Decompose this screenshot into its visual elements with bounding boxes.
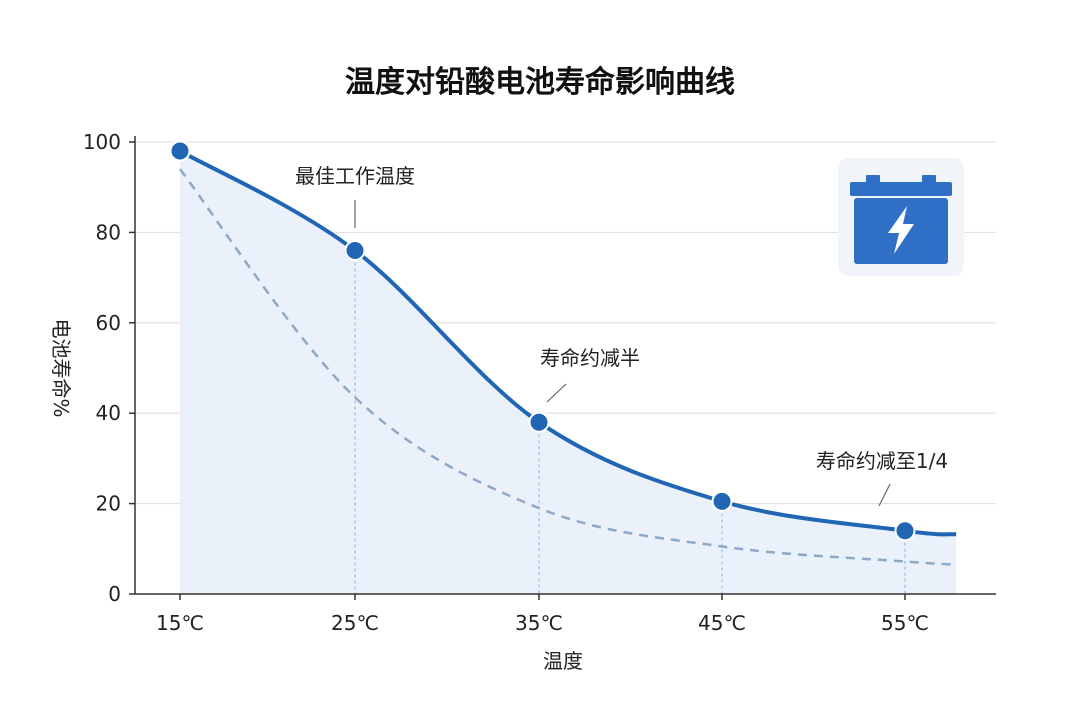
data-point-3 xyxy=(711,490,733,512)
x-tick-labels: 15℃ 25℃ 35℃ 45℃ 55℃ xyxy=(156,594,929,635)
battery-icon xyxy=(838,158,964,276)
series-line-dashed xyxy=(179,168,957,566)
lightning-bolt-icon xyxy=(888,206,914,254)
series-line-solid xyxy=(179,149,957,537)
y-tick-label-20: 20 xyxy=(96,492,121,516)
data-point-2 xyxy=(528,411,550,433)
data-point-0 xyxy=(169,140,191,162)
y-tick-label-40: 40 xyxy=(96,401,121,425)
chart-title: 温度对铅酸电池寿命影响曲线 xyxy=(345,65,735,100)
data-point-1 xyxy=(344,239,366,261)
annotation-label-2: 寿命约减至1/4 xyxy=(816,449,948,473)
x-tick-label-1: 25℃ xyxy=(331,611,379,635)
y-tick-label-60: 60 xyxy=(96,311,121,335)
y-tick-label-0: 0 xyxy=(108,582,121,606)
battery-top xyxy=(850,182,952,196)
x-axis-title: 温度 xyxy=(543,649,583,673)
area-fill xyxy=(180,151,957,594)
x-tick-label-0: 15℃ xyxy=(156,611,204,635)
axes xyxy=(134,136,996,595)
y-tick-labels: 0 20 40 60 80 100 xyxy=(83,130,135,606)
annotation-label-1: 寿命约减半 xyxy=(540,346,640,370)
data-points xyxy=(169,140,916,542)
x-tick-label-3: 45℃ xyxy=(698,611,746,635)
y-tick-label-100: 100 xyxy=(83,130,121,154)
y-tick-label-80: 80 xyxy=(96,220,121,244)
x-tick-label-4: 55℃ xyxy=(881,611,929,635)
annotation-leader-2 xyxy=(878,483,891,507)
x-tick-label-2: 35℃ xyxy=(515,611,563,635)
data-point-4 xyxy=(894,520,916,542)
annotation-label-0: 最佳工作温度 xyxy=(295,164,415,188)
annotation-leader-1 xyxy=(546,383,567,403)
y-axis-title: 电池寿命% xyxy=(49,318,73,417)
